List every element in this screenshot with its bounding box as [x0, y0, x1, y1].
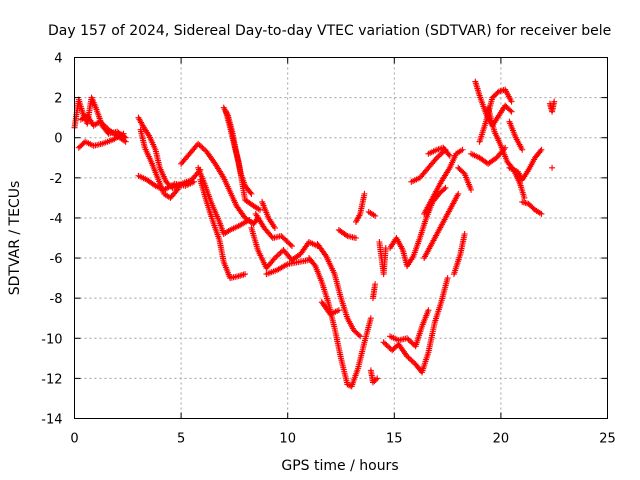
- data-point-series: [519, 198, 545, 217]
- y-tick-label: -8: [50, 292, 63, 307]
- y-tick-label: 2: [54, 92, 62, 107]
- data-point-series: [421, 146, 466, 217]
- data-point-series: [137, 126, 182, 201]
- data-point-series: [248, 224, 321, 272]
- data-point-series: [75, 130, 127, 151]
- data-point-series: [506, 146, 545, 183]
- data-point-series: [408, 146, 449, 185]
- data-point-series: [335, 226, 359, 241]
- plot-frame: [74, 57, 608, 419]
- x-tick-label: 25: [599, 432, 616, 447]
- data-point-series: [365, 208, 379, 219]
- y-tick-label: 4: [54, 52, 62, 67]
- data-point-series: [387, 184, 449, 270]
- data-point-series: [306, 255, 374, 390]
- x-tick-label: 20: [493, 432, 510, 447]
- data-point-series: [135, 172, 197, 193]
- x-axis-label: GPS time / hours: [281, 458, 398, 474]
- data-point-series: [259, 198, 278, 231]
- x-tick-label: 5: [177, 432, 185, 447]
- x-tick-label: 0: [70, 432, 78, 447]
- data-point-series: [546, 98, 558, 115]
- data-point-series: [549, 164, 556, 171]
- data-point-series: [468, 144, 509, 167]
- y-tick-label: -6: [50, 252, 63, 267]
- chart-title: Day 157 of 2024, Sidereal Day-to-day VTE…: [48, 23, 611, 39]
- y-tick-label: -14: [41, 413, 62, 428]
- y-tick-label: -2: [50, 172, 63, 187]
- data-point-series: [387, 307, 432, 350]
- data-point-series: [450, 230, 468, 278]
- data-point-series: [476, 86, 515, 145]
- data-point-series: [367, 367, 381, 386]
- x-tick-label: 15: [386, 432, 403, 447]
- data-point-series: [263, 257, 313, 278]
- data-points: [71, 78, 558, 390]
- data-point-series: [77, 112, 129, 145]
- data-point-series: [455, 164, 475, 193]
- axis-ticks: [74, 57, 608, 419]
- y-tick-labels: -14 -12 -10 -8 -6 -4 -2 0 2 4: [41, 52, 62, 428]
- y-tick-label: -10: [41, 332, 62, 347]
- data-point-series: [222, 108, 263, 213]
- data-point-series: [369, 281, 379, 302]
- y-tick-label: 0: [54, 132, 62, 147]
- data-point-series: [352, 190, 368, 225]
- data-point-series: [485, 104, 528, 201]
- x-tick-label: 10: [279, 432, 296, 447]
- data-point-series: [197, 176, 249, 282]
- data-point-series: [318, 299, 342, 318]
- data-point-series: [506, 118, 526, 153]
- data-point-series: [376, 239, 389, 278]
- data-point-series: [252, 210, 295, 250]
- data-point-series: [425, 144, 453, 159]
- y-tick-label: -4: [50, 212, 63, 227]
- data-point-series: [195, 164, 253, 237]
- x-tick-labels: 0 5 10 15 20 25: [70, 432, 615, 447]
- data-point-series: [314, 241, 364, 340]
- data-point-series: [421, 190, 462, 262]
- y-tick-label: -12: [41, 372, 62, 387]
- y-axis-label: SDTVAR / TECUs: [7, 181, 23, 296]
- data-point-series: [380, 275, 451, 376]
